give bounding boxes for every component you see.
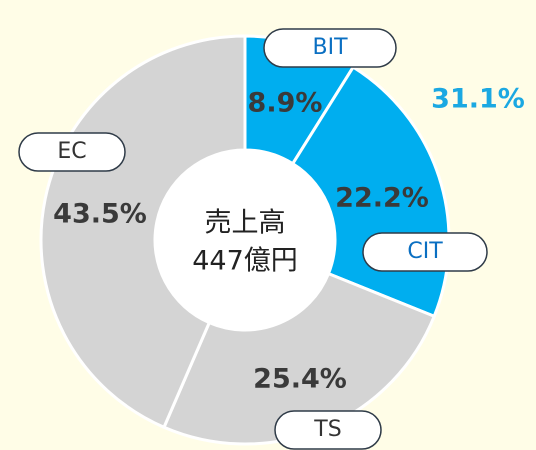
category-pill — [263, 28, 397, 68]
category-pill — [18, 132, 126, 172]
category-label: CIT — [407, 239, 443, 264]
category-label: BIT — [312, 35, 348, 60]
value-label: 8.9% — [248, 88, 323, 119]
center-label: 売上高 — [205, 208, 286, 239]
donut-slice — [162, 271, 437, 446]
value-label: 22.2% — [335, 183, 429, 214]
value-label: 43.5% — [53, 199, 147, 230]
center-hole — [156, 151, 334, 329]
category-pill — [362, 232, 488, 272]
slices — [39, 34, 451, 446]
annotation: 31.1% — [431, 84, 525, 115]
category-label: EC — [57, 139, 86, 164]
category-pill — [274, 410, 382, 450]
value-label: 25.4% — [253, 364, 347, 395]
center-label: 447億円 — [192, 246, 298, 277]
category-label: TS — [313, 417, 341, 442]
